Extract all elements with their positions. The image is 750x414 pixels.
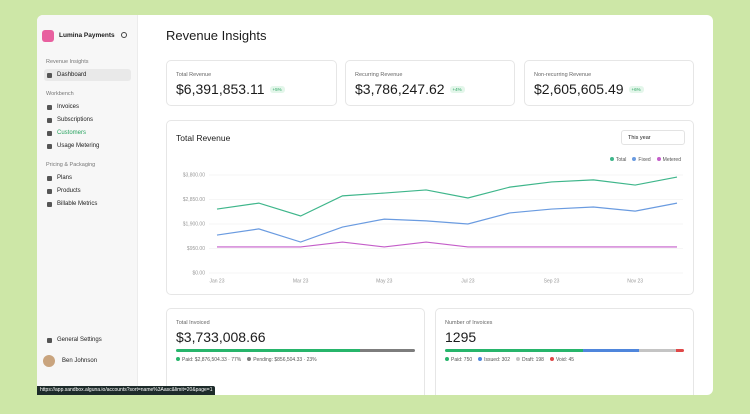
bar-legend-swatch bbox=[478, 357, 483, 361]
status-url: https://app.sandbox.alguna.io/accounts?s… bbox=[37, 386, 216, 395]
stat-value: $3,786,247.62 bbox=[355, 81, 445, 97]
summary-card: Total Invoiced $3,733,008.66 Paid: $2,876,… bbox=[166, 308, 425, 395]
bar-legend-swatch bbox=[445, 357, 449, 361]
nav-section: Revenue Insights bbox=[46, 59, 89, 65]
y-tick-label: $0.00 bbox=[192, 270, 205, 276]
avatar bbox=[43, 355, 55, 367]
y-tick-label: $950.00 bbox=[187, 246, 205, 252]
nav-item[interactable]: Invoices bbox=[44, 101, 131, 113]
bar-legend-swatch bbox=[247, 357, 252, 361]
page-title: Revenue Insights bbox=[166, 28, 267, 43]
stat-card: Non-recurring Revenue $2,605,605.49 +6% bbox=[524, 60, 694, 106]
summary-label: Total Invoiced bbox=[176, 320, 210, 326]
nav-item[interactable]: Products bbox=[44, 185, 131, 197]
series-line bbox=[216, 202, 678, 243]
nav-item[interactable]: Plans bbox=[44, 172, 131, 184]
bar-legend-item: Paid: 750 bbox=[445, 357, 472, 363]
legend-item: Fixed bbox=[632, 157, 651, 163]
legend-swatch bbox=[609, 157, 614, 161]
search-icon[interactable] bbox=[121, 32, 127, 38]
bar-segment bbox=[675, 349, 684, 352]
bar-legend-label: Paid: 750 bbox=[451, 357, 473, 363]
stat-card: Total Revenue $6,391,853.11 +5% bbox=[166, 60, 337, 106]
user-name[interactable]: Ben Johnson bbox=[62, 358, 98, 364]
bar-legend-swatch bbox=[516, 357, 520, 361]
legend-label: Total bbox=[615, 157, 627, 163]
x-tick-label: Jul 23 bbox=[461, 278, 475, 284]
bar-segment bbox=[583, 349, 640, 352]
brand: Lumina Payments bbox=[59, 32, 115, 39]
bar-legend-item: Pending: $856,504.33 · 23% bbox=[247, 357, 317, 363]
bar-legend-item: Draft: 198 bbox=[516, 357, 544, 363]
stat-label: Total Revenue bbox=[176, 72, 212, 78]
chart-card: Total Revenue This year Total Fixed Metere… bbox=[166, 120, 694, 295]
bar-segment bbox=[360, 349, 415, 352]
series-line bbox=[217, 241, 677, 248]
x-tick-label: Sep 23 bbox=[544, 278, 560, 284]
legend-swatch bbox=[656, 157, 661, 161]
stat-value: $6,391,853.11 bbox=[176, 81, 265, 97]
legend-item: Metered bbox=[656, 157, 681, 163]
nav-item[interactable]: Dashboard bbox=[44, 69, 131, 81]
nav-item[interactable]: Customers bbox=[44, 127, 131, 139]
y-tick-label: $2,850.00 bbox=[183, 197, 205, 203]
sidebar: Lumina Payments Revenue Insights Dashboar… bbox=[37, 15, 138, 395]
stat-row: $6,391,853.11 +5% bbox=[176, 81, 285, 97]
period-select[interactable]: This year bbox=[621, 130, 685, 145]
progress-bar bbox=[445, 349, 684, 352]
legend-item: Total bbox=[609, 157, 627, 163]
x-tick-label: May 23 bbox=[376, 278, 393, 284]
series-line bbox=[216, 176, 678, 217]
bar-legend-label: Draft: 198 bbox=[522, 357, 544, 363]
bar-legend-item: Issued: 302 bbox=[478, 357, 510, 363]
chart: $0.00 $950.00 $1,900.00 $2,850.00 $3,800.00 J… bbox=[183, 172, 683, 284]
legend-label: Metered bbox=[662, 157, 681, 163]
logo bbox=[42, 30, 54, 42]
stat-change: +4% bbox=[449, 85, 465, 93]
stat-value: $2,605,605.49 bbox=[534, 81, 624, 97]
bar-legend-label: Void: 45 bbox=[555, 357, 575, 363]
bar-segment bbox=[445, 349, 584, 352]
bar-legend: Paid: $2,876,504.33 · 77% Pending: $856,5… bbox=[176, 357, 317, 363]
nav-item[interactable]: Subscriptions bbox=[44, 114, 131, 126]
nav-item[interactable]: Usage Metering bbox=[44, 140, 131, 152]
bar-legend: Paid: 750 Issued: 302 Draft: 198 Void: 45 bbox=[445, 357, 574, 363]
app-window: Lumina Payments Revenue Insights Dashboar… bbox=[37, 15, 713, 395]
bar-segment bbox=[176, 349, 361, 352]
summary-card: Number of Invoices 1295 Paid: 750 Issued: 3… bbox=[435, 308, 694, 395]
progress-bar bbox=[176, 349, 415, 352]
x-tick-label: Nov 23 bbox=[627, 278, 643, 284]
bar-legend-swatch bbox=[549, 357, 554, 361]
stat-row: $3,786,247.62 +4% bbox=[355, 81, 465, 97]
nav-section: Workbench bbox=[46, 91, 74, 97]
summary-value: 1295 bbox=[445, 329, 477, 345]
stat-label: Recurring Revenue bbox=[355, 72, 403, 78]
y-tick-label: $3,800.00 bbox=[183, 172, 205, 178]
x-tick-label: Mar 23 bbox=[293, 278, 309, 284]
stat-row: $2,605,605.49 +6% bbox=[534, 81, 644, 97]
legend-label: Fixed bbox=[638, 157, 651, 163]
bar-legend-label: Issued: 302 bbox=[484, 357, 510, 363]
legend: Total Fixed Metered bbox=[609, 157, 681, 163]
summary-value: $3,733,008.66 bbox=[176, 329, 266, 345]
stat-change: +6% bbox=[628, 85, 644, 93]
bar-legend-label: Pending: $856,504.33 · 23% bbox=[253, 357, 317, 363]
stat-change: +5% bbox=[269, 85, 285, 93]
legend-swatch bbox=[632, 157, 637, 161]
y-tick-label: $1,900.00 bbox=[183, 221, 205, 227]
x-tick-label: Jan 23 bbox=[209, 278, 224, 284]
bar-legend-item: Paid: $2,876,504.33 · 77% bbox=[176, 357, 241, 363]
stat-card: Recurring Revenue $3,786,247.62 +4% bbox=[345, 60, 515, 106]
bar-legend-swatch bbox=[176, 357, 180, 361]
nav-item[interactable]: Billable Metrics bbox=[44, 198, 131, 210]
settings-link[interactable]: General Settings bbox=[44, 334, 131, 346]
summary-label: Number of Invoices bbox=[445, 320, 493, 326]
bar-legend-item: Void: 45 bbox=[549, 357, 575, 363]
bar-legend-label: Paid: $2,876,504.33 · 77% bbox=[182, 357, 242, 363]
stat-label: Non-recurring Revenue bbox=[534, 72, 592, 78]
bar-segment bbox=[639, 349, 676, 352]
chart-title: Total Revenue bbox=[176, 133, 231, 143]
nav-section: Pricing & Packaging bbox=[46, 162, 96, 168]
